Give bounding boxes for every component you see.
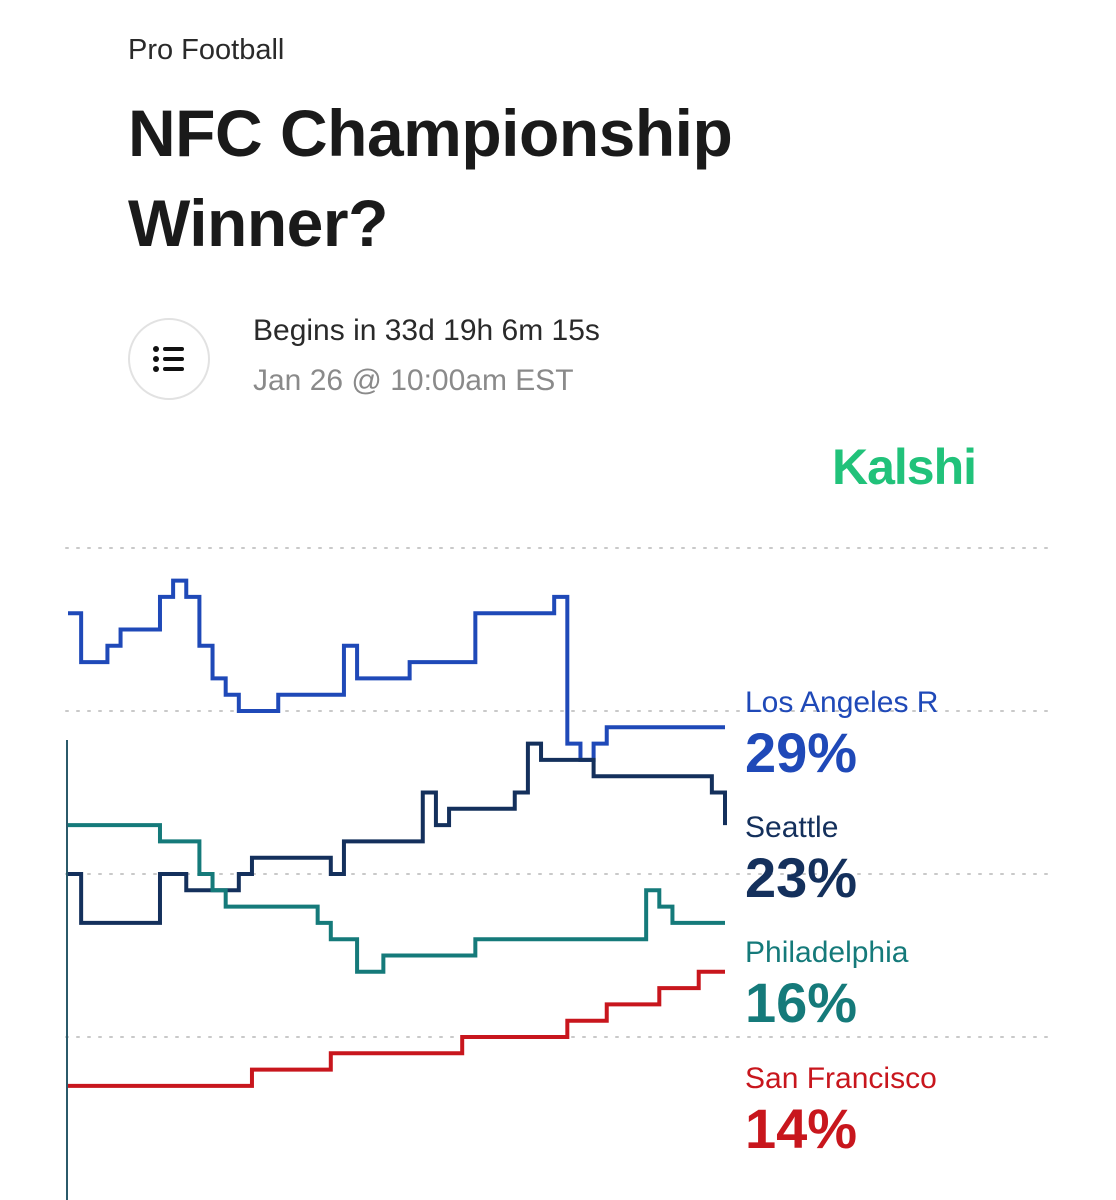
legend-value-seattle: 23% xyxy=(745,846,857,909)
category-label: Pro Football xyxy=(128,34,285,66)
chart-series xyxy=(66,578,727,1200)
rules-button[interactable] xyxy=(128,318,210,400)
page-title: NFC Championship Winner? xyxy=(128,96,733,260)
series-line-philadelphia xyxy=(68,823,725,974)
brand-logo: Kalshi xyxy=(832,439,977,495)
legend-name-san-francisco: San Francisco xyxy=(745,1062,937,1095)
legend-name-seattle: Seattle xyxy=(745,811,838,844)
legend-name-philadelphia: Philadelphia xyxy=(745,936,909,969)
legend-name-los-angeles-r: Los Angeles R xyxy=(745,686,938,719)
countdown-text: Begins in 33d 19h 6m 15s xyxy=(253,314,600,347)
legend-value-philadelphia: 16% xyxy=(745,971,857,1034)
series-line-los-angeles-r xyxy=(68,578,725,762)
start-time: Jan 26 @ 10:00am EST xyxy=(253,364,574,397)
list-icon xyxy=(153,346,184,372)
legend-value-los-angeles-r: 29% xyxy=(745,721,857,784)
series-line-san-francisco xyxy=(68,969,725,1088)
legend-value-san-francisco: 14% xyxy=(745,1097,857,1160)
series-line-seattle xyxy=(68,741,727,925)
